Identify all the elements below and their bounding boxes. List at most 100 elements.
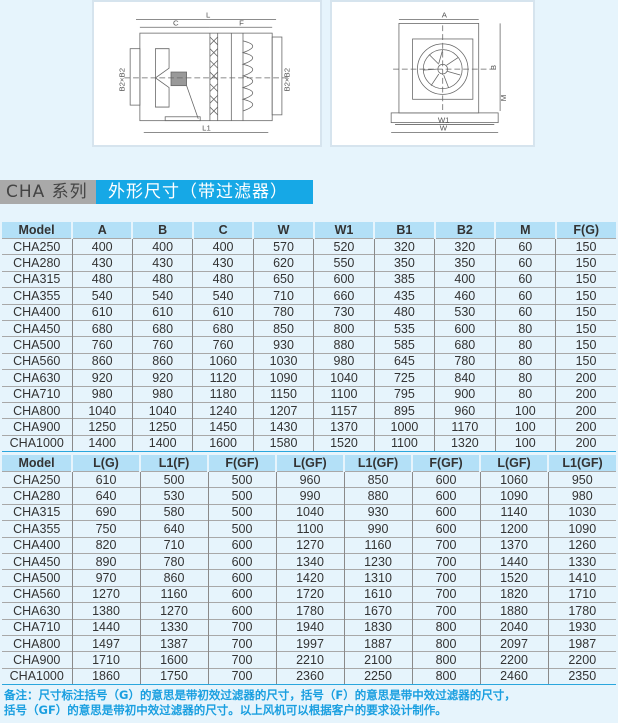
value-cell: 200 <box>555 385 616 403</box>
model-cell: CHA710 <box>2 618 72 636</box>
value-cell: 500 <box>207 520 276 538</box>
footnote: 备注：尺寸标注括号（G）的意思是带初效过滤器的尺寸，括号（F）的意思是带中效过滤… <box>4 688 616 718</box>
table-row: CHA900 1250 1250 1450 1430 1370 1000 1170 100 200 <box>2 418 616 436</box>
value-cell: 1090 <box>479 487 548 505</box>
value-cell: 1270 <box>71 585 140 603</box>
value-cell: 1180 <box>192 385 254 403</box>
label-F: F <box>239 18 244 27</box>
value-cell: 950 <box>547 470 616 488</box>
value-cell: 1610 <box>343 585 412 603</box>
value-cell: 2210 <box>275 651 344 669</box>
value-cell: 550 <box>313 254 375 272</box>
value-cell: 100 <box>494 401 556 419</box>
value-cell: 540 <box>192 287 254 305</box>
value-cell: 795 <box>373 385 435 403</box>
value-cell: 600 <box>411 487 480 505</box>
value-cell: 2040 <box>479 618 548 636</box>
table-row: CHA315 690 580 500 1040 930 600 1140 1030 <box>2 503 616 521</box>
dimensions-table-1: Model A B C W W1 B1 B2 M F(G) CHA250 400 400 400 570 5… <box>2 222 616 453</box>
value-cell: 1040 <box>275 503 344 521</box>
table-row: CHA355 750 640 500 1100 990 600 1200 1090 <box>2 520 616 538</box>
value-cell: 930 <box>252 336 314 354</box>
value-cell: 1040 <box>313 369 375 387</box>
value-cell: 750 <box>71 520 140 538</box>
value-cell: 920 <box>71 369 133 387</box>
column-header: B1 <box>373 222 435 239</box>
label-L1: L1 <box>202 123 211 132</box>
value-cell: 2200 <box>479 651 548 669</box>
value-cell: 700 <box>207 634 276 652</box>
value-cell: 150 <box>555 237 616 255</box>
value-cell: 1090 <box>547 520 616 538</box>
value-cell: 540 <box>71 287 133 305</box>
model-cell: CHA280 <box>2 487 72 505</box>
value-cell: 1200 <box>479 520 548 538</box>
value-cell: 1150 <box>252 385 314 403</box>
value-cell: 500 <box>207 503 276 521</box>
value-cell: 780 <box>139 552 208 570</box>
value-cell: 350 <box>373 254 435 272</box>
column-header: L1(GF) <box>343 455 412 472</box>
value-cell: 100 <box>494 418 556 436</box>
model-cell: CHA800 <box>2 634 72 652</box>
model-cell: CHA355 <box>2 287 72 305</box>
value-cell: 1400 <box>71 434 133 453</box>
side-view-drawing: L C F L1 B2×B2 B2×B2 <box>92 0 322 147</box>
table-row: CHA710 980 980 1180 1150 1100 795 900 80 200 <box>2 385 616 403</box>
value-cell: 150 <box>555 254 616 272</box>
value-cell: 760 <box>71 336 133 354</box>
value-cell: 200 <box>555 418 616 436</box>
value-cell: 150 <box>555 287 616 305</box>
value-cell: 600 <box>313 270 375 288</box>
table-row: CHA280 640 530 500 990 880 600 1090 980 <box>2 487 616 505</box>
value-cell: 1030 <box>252 352 314 370</box>
value-cell: 800 <box>411 651 480 669</box>
value-cell: 580 <box>139 503 208 521</box>
value-cell: 610 <box>192 303 254 321</box>
value-cell: 960 <box>434 401 496 419</box>
value-cell: 610 <box>71 470 140 488</box>
column-header: C <box>191 222 254 239</box>
value-cell: 780 <box>434 352 496 370</box>
value-cell: 320 <box>434 237 496 255</box>
column-header: L1(GF) <box>547 455 616 472</box>
value-cell: 780 <box>252 303 314 321</box>
value-cell: 1160 <box>343 536 412 554</box>
model-cell: CHA630 <box>2 369 72 387</box>
value-cell: 680 <box>71 319 133 337</box>
value-cell: 850 <box>343 470 412 488</box>
value-cell: 895 <box>373 401 435 419</box>
table-row: CHA630 920 920 1120 1090 1040 725 840 80 200 <box>2 369 616 387</box>
label-B: B <box>489 65 498 70</box>
value-cell: 1440 <box>479 552 548 570</box>
table-row: CHA315 480 480 480 650 600 385 400 60 150 <box>2 270 616 288</box>
column-header: B <box>131 222 193 239</box>
value-cell: 480 <box>71 270 133 288</box>
value-cell: 1497 <box>71 634 140 652</box>
value-cell: 535 <box>373 319 435 337</box>
label-A: A <box>442 11 448 20</box>
dimensions-table-2: Model L(G) L1(F) F(GF) L(GF) L1(GF) F(GF) L(GF)… <box>2 455 616 686</box>
model-cell: CHA560 <box>2 352 72 370</box>
column-header: B2 <box>433 222 496 239</box>
value-cell: 700 <box>411 585 480 603</box>
value-cell: 1060 <box>479 470 548 488</box>
model-cell: CHA630 <box>2 602 72 620</box>
value-cell: 60 <box>494 237 556 255</box>
label-outlet: B2×B2 <box>283 68 292 92</box>
table-row: CHA280 430 430 430 620 550 350 350 60 150 <box>2 254 616 272</box>
column-header: W <box>252 222 314 239</box>
value-cell: 700 <box>411 536 480 554</box>
value-cell: 80 <box>494 369 556 387</box>
column-header: L(GF) <box>479 455 548 472</box>
footnote-line-2: 括号（GF）的意思是带初中效过滤器的尺寸。以上风机可以根据客户的要求设计制作。 <box>4 703 447 717</box>
value-cell: 2100 <box>343 651 412 669</box>
value-cell: 570 <box>252 237 314 255</box>
model-cell: CHA250 <box>2 237 72 255</box>
value-cell: 1260 <box>547 536 616 554</box>
value-cell: 700 <box>207 667 276 686</box>
table-row: CHA630 1380 1270 600 1780 1670 700 1880 1780 <box>2 602 616 620</box>
value-cell: 1170 <box>434 418 496 436</box>
table-row: CHA450 680 680 680 850 800 535 600 80 150 <box>2 319 616 337</box>
value-cell: 600 <box>207 552 276 570</box>
